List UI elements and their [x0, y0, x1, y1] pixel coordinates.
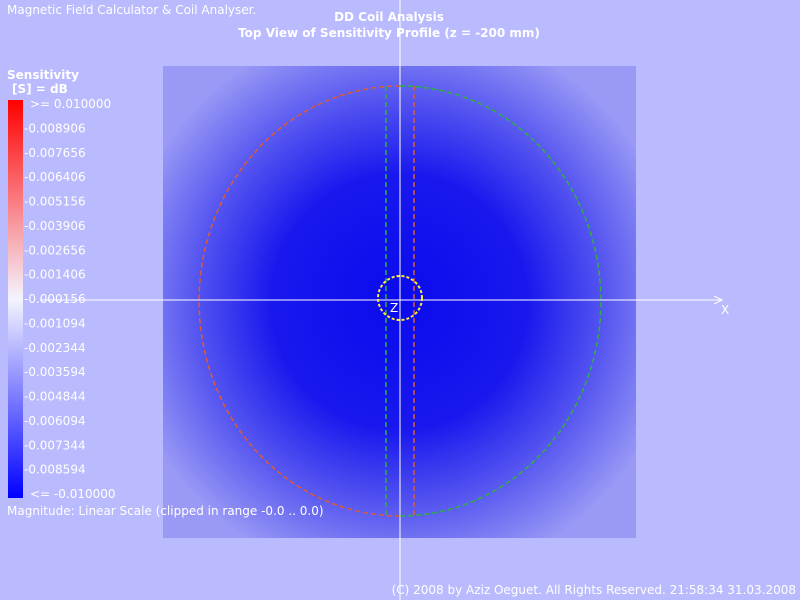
app-name: Magnetic Field Calculator & Coil Analyse…: [7, 3, 256, 17]
legend-label: -0.002656: [24, 243, 86, 257]
x-label: X: [721, 303, 729, 317]
legend-label: >= 0.010000: [30, 97, 111, 111]
color-bar: [8, 100, 23, 498]
x-arrow: [713, 295, 724, 305]
legend-label: <= -0.010000: [30, 487, 116, 501]
legend-label: -0.006094: [24, 414, 86, 428]
legend-label: -0.001094: [24, 316, 86, 330]
legend-label: -0.000156: [24, 292, 86, 306]
scale-note: Magnitude: Linear Scale (clipped in rang…: [7, 504, 324, 518]
legend-unit: [S] = dB: [12, 82, 68, 96]
legend-label: -0.007344: [24, 438, 86, 452]
legend-label: -0.006406: [24, 170, 86, 184]
legend-label: -0.002344: [24, 341, 86, 355]
legend-label: -0.003594: [24, 365, 86, 379]
coil-red-arc: [198, 85, 401, 517]
coil-green-arc: [399, 85, 602, 517]
legend-title: Sensitivity: [7, 68, 79, 82]
title: DD Coil Analysis: [334, 10, 444, 24]
subtitle: Top View of Sensitivity Profile (z = -20…: [238, 26, 540, 40]
legend-label: -0.001406: [24, 268, 86, 282]
legend-label: -0.007656: [24, 146, 86, 160]
legend-label: -0.008906: [24, 121, 86, 135]
legend-label: -0.004844: [24, 390, 86, 404]
z-label: Z: [390, 301, 398, 315]
legend-labels: >= 0.010000 -0.008906 -0.007656 -0.006406 -0…: [24, 97, 116, 501]
footer: (C) 2008 by Aziz Oeguet. All Rights Rese…: [392, 583, 796, 597]
receiver-coil: [377, 275, 423, 321]
legend-label: -0.005156: [24, 195, 86, 209]
legend-label: -0.008594: [24, 463, 86, 477]
legend-label: -0.003906: [24, 219, 86, 233]
